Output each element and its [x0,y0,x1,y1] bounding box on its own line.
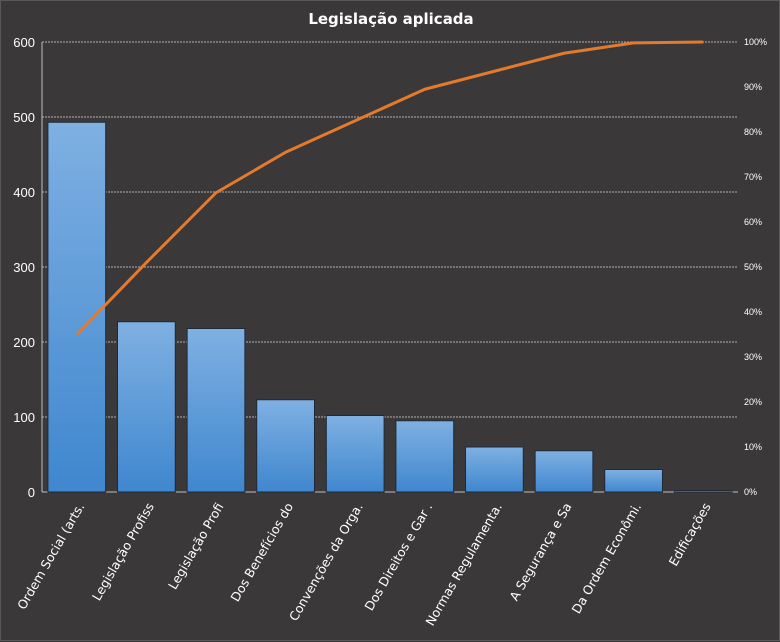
y-tick-label-right: 40% [744,307,762,317]
x-tick-label: Legislação Profi [165,500,227,592]
x-tick-label: Ordem Social (arts. [14,500,87,612]
y-tick-label-left: 100 [13,410,35,425]
y-tick-label-left: 300 [13,260,35,275]
y-tick-label-right: 100% [744,37,767,47]
bar [325,415,385,493]
y-tick-label-right: 10% [744,442,762,452]
x-tick-label: Da Ordem Econômi. [569,500,645,616]
x-tick-label: A Segurança e Sa [506,500,574,603]
y-tick-label-left: 600 [13,35,35,50]
y-tick-label-left: 500 [13,110,35,125]
y-tick-label-right: 50% [744,262,762,272]
y-tick-label-left: 0 [28,485,35,500]
y-tick-label-left: 400 [13,185,35,200]
y-tick-label-left: 200 [13,335,35,350]
y-tick-label-right: 30% [744,352,762,362]
y-tick-label-right: 20% [744,397,762,407]
y-tick-label-right: 70% [744,172,762,182]
bar [465,446,524,493]
bar [395,420,455,493]
y-tick-label-right: 60% [744,217,762,227]
cumulative-line [75,40,704,336]
x-tick-label: Convenções da Orga. [286,500,366,623]
x-tick-label: Legislação Profiss [89,500,157,603]
y-axis-left: 0 100 200 300 400 500 600 [13,35,35,500]
bar [604,469,663,493]
bar [117,321,176,493]
x-tick-label: Normas Regulamenta. [422,500,505,628]
y-tick-label-right: 80% [744,127,762,137]
x-tick-label: Dos Benefícios do [227,500,296,604]
y-axis-right: 0% 10% 20% 30% 40% 50% 60% 70% 80% 90% 100% [744,37,767,497]
x-tick-label: Dos Direitos e Gar . [361,500,435,613]
y-tick-label-right: 90% [744,82,762,92]
bar-series [47,121,733,493]
bar [673,490,733,493]
x-axis: Ordem Social (arts. Legislação Profiss Leg… [14,500,714,628]
cumulative-line-series [75,40,704,336]
bar [186,328,246,493]
bar [534,450,594,493]
y-tick-label-right: 0% [744,487,757,497]
x-tick-label: Edificações [666,500,714,569]
bar [256,399,315,493]
chart-title: Legislação aplicada [308,10,473,28]
bar [47,121,107,493]
